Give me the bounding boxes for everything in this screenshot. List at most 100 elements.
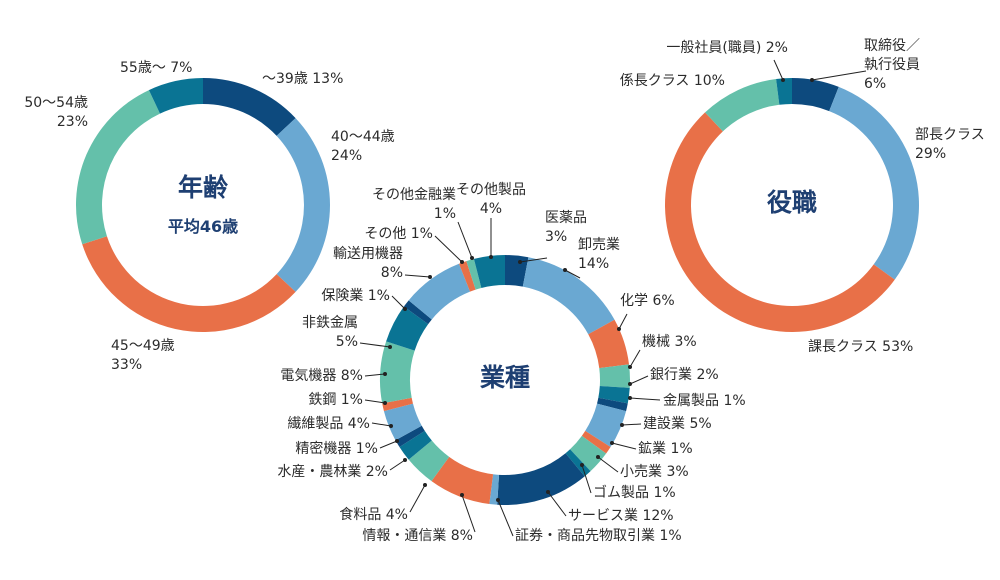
industry-leader-line-6 (629, 397, 661, 401)
position-data-label-3: 課長クラス 53% (808, 339, 913, 355)
industry-leader-line-7 (621, 423, 642, 426)
industry-data-label-8: 鉱業 1% (638, 440, 693, 457)
industry-data-label-17-line-1: 繊維製品 4% (287, 416, 370, 432)
industry-leader-dot-17 (389, 424, 393, 428)
industry-data-label-4: 機械 3% (642, 334, 697, 350)
industry-donut-chart: 業種 医薬品 3% 卸売業 14% 化学 6% 機械 3% 銀行業 2% 金属製品 1% 建設業… (277, 182, 745, 544)
industry-data-label-14-line-1: 食料品 4% (339, 506, 408, 523)
position-segment-1 (792, 78, 839, 112)
industry-leader-line-20 (359, 342, 391, 348)
industry-data-label-5: 銀行業 2% (650, 367, 719, 383)
industry-leader-line-16 (379, 440, 398, 449)
industry-segment-4 (599, 364, 631, 388)
position-segment-5 (776, 78, 792, 105)
industry-data-label-24-line-2: 1% (434, 206, 456, 222)
industry-leader-line-14 (409, 484, 426, 513)
industry-data-label-9: 小売業 3% (620, 464, 689, 480)
industry-leader-line-1 (519, 257, 548, 263)
industry-data-label-10: ゴム製品 1% (593, 484, 676, 501)
industry-data-label-12: 証券・商品先物取引業 1% (515, 528, 682, 544)
position-leader-line-1 (811, 70, 867, 81)
position-data-label-1-line-3: 6% (864, 76, 886, 92)
industry-segment-1 (505, 255, 529, 287)
industry-segment-19 (380, 341, 415, 404)
industry-data-label-8-line-1: 鉱業 1% (638, 440, 693, 457)
industry-data-label-1-line-2: 3% (545, 229, 567, 245)
industry-leader-dot-10 (580, 463, 584, 467)
industry-leader-line-11 (547, 491, 567, 517)
industry-leader-dot-13 (460, 493, 464, 497)
age-chart-subtitle: 平均46歳 (168, 217, 238, 236)
industry-segment-8 (581, 430, 611, 454)
industry-leader-line-10 (581, 464, 592, 494)
industry-data-label-23: その他 1% (364, 226, 433, 242)
industry-data-label-13: 情報・通信業 8% (362, 528, 473, 544)
industry-data-label-5-line-1: 銀行業 2% (650, 367, 719, 383)
industry-chart-title: 業種 (480, 363, 530, 392)
position-data-label-1-line-2: 執行役員 (864, 57, 920, 73)
industry-leader-line-2 (564, 269, 581, 279)
industry-leader-line-4 (629, 349, 641, 368)
age-data-label-5: 55歳〜 7% (120, 60, 192, 76)
position-data-label-5-line-1: 一般社員(職員) 2% (666, 40, 788, 56)
industry-data-label-14: 食料品 4% (339, 506, 408, 523)
position-data-label-2-line-2: 29% (915, 146, 946, 162)
position-data-label-2-line-1: 部長クラス (915, 127, 985, 143)
industry-data-label-25: その他製品 4% (456, 182, 526, 217)
industry-data-label-20-line-1: 非鉄金属 (302, 315, 358, 331)
industry-segment-16 (395, 425, 425, 447)
position-segment-3 (664, 112, 895, 332)
industry-segment-10 (565, 449, 591, 477)
industry-data-label-21: 保険業 1% (321, 288, 390, 304)
industry-leader-dot-16 (395, 439, 399, 443)
industry-segment-25 (473, 255, 505, 288)
industry-data-label-11: サービス業 12% (568, 508, 674, 524)
industry-leader-dot-19 (383, 372, 387, 376)
position-data-label-4: 係長クラス 10% (620, 73, 725, 89)
position-chart-title: 役職 (767, 188, 817, 217)
industry-leader-line-15 (389, 459, 406, 471)
industry-leader-dot-15 (403, 458, 407, 462)
age-chart-title: 年齢 (178, 173, 228, 202)
age-data-label-4-line-1: 50〜54歳 (24, 95, 88, 111)
industry-segment-11 (497, 453, 585, 505)
industry-data-label-19: 電気機器 8% (280, 368, 363, 384)
age-data-label-2-line-2: 24% (331, 148, 362, 164)
age-segment-1 (203, 78, 296, 136)
age-segment-5 (148, 78, 203, 114)
industry-leader-dot-9 (596, 455, 600, 459)
age-data-label-5-line-1: 55歳〜 7% (120, 60, 192, 76)
industry-data-label-12-line-1: 証券・商品先物取引業 1% (515, 528, 682, 544)
age-segment-2 (276, 118, 330, 292)
position-data-label-4-line-1: 係長クラス 10% (620, 73, 725, 89)
industry-leader-line-13 (461, 494, 476, 533)
industry-data-label-15: 水産・農林業 2% (277, 464, 388, 480)
industry-data-label-22-line-1: 輸送用機器 (333, 246, 403, 262)
industry-data-label-20-line-2: 5% (336, 334, 358, 350)
industry-data-label-4-line-1: 機械 3% (642, 334, 697, 350)
industry-leader-dot-24 (470, 256, 474, 260)
industry-data-label-25-line-1: その他製品 (456, 182, 526, 198)
industry-data-label-2-line-1: 卸売業 (578, 237, 620, 253)
industry-data-label-11-line-1: サービス業 12% (568, 508, 674, 524)
industry-data-label-22-line-2: 8% (381, 265, 403, 281)
industry-segment-20 (386, 306, 429, 351)
industry-leader-line-23 (434, 235, 463, 263)
industry-data-label-9-line-1: 小売業 3% (620, 464, 689, 480)
industry-data-label-25-line-2: 4% (480, 201, 502, 217)
industry-segment-7 (585, 403, 627, 447)
position-leader-dot-5 (781, 78, 785, 82)
age-data-label-3-line-2: 33% (111, 357, 142, 373)
industry-data-label-20: 非鉄金属 5% (302, 315, 358, 350)
industry-segment-6 (597, 397, 628, 412)
position-leader-line-5 (773, 59, 784, 81)
position-data-label-2: 部長クラス 29% (915, 127, 985, 162)
industry-segment-13 (431, 456, 494, 505)
industry-leader-line-9 (597, 456, 619, 473)
position-leader-dot-1 (810, 78, 814, 82)
industry-data-label-18-line-1: 鉄鋼 1% (308, 392, 363, 408)
age-data-label-1-line-1: 〜39歳 13% (262, 71, 343, 87)
industry-leader-dot-6 (628, 396, 632, 400)
industry-data-label-6-line-1: 金属製品 1% (663, 393, 746, 409)
